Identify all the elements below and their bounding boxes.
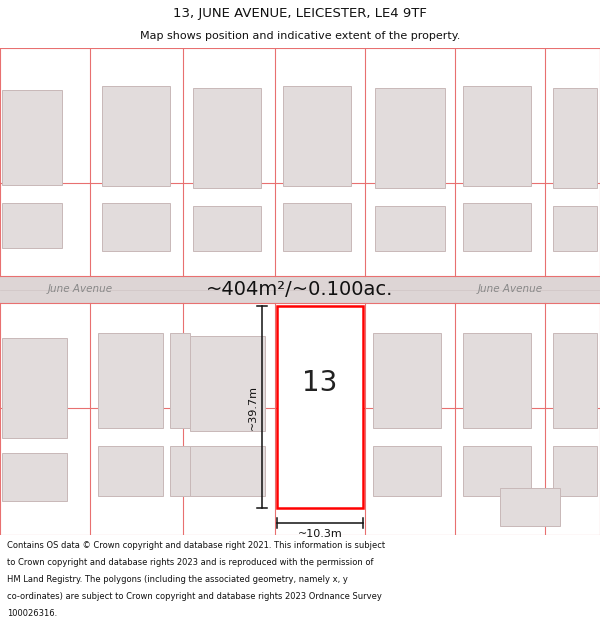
Text: Map shows position and indicative extent of the property.: Map shows position and indicative extent… [140, 31, 460, 41]
Text: to Crown copyright and database rights 2023 and is reproduced with the permissio: to Crown copyright and database rights 2… [7, 558, 374, 568]
Bar [277, 306, 363, 508]
Bar [193, 88, 261, 188]
Bar [463, 203, 531, 251]
Bar [375, 88, 445, 188]
Text: ~39.7m: ~39.7m [248, 384, 258, 429]
Bar [373, 446, 441, 496]
Bar [500, 488, 560, 526]
Text: 13: 13 [302, 369, 338, 397]
Bar [98, 333, 163, 428]
Text: Contains OS data © Crown copyright and database right 2021. This information is : Contains OS data © Crown copyright and d… [7, 541, 385, 550]
Text: 13, JUNE AVENUE, LEICESTER, LE4 9TF: 13, JUNE AVENUE, LEICESTER, LE4 9TF [173, 7, 427, 20]
Bar [98, 446, 163, 496]
Text: HM Land Registry. The polygons (including the associated geometry, namely x, y: HM Land Registry. The polygons (includin… [7, 575, 348, 584]
Bar [190, 446, 265, 496]
Bar [2, 453, 67, 501]
Bar [2, 90, 62, 185]
Bar [102, 86, 170, 186]
Bar [0, 276, 600, 303]
Bar [193, 206, 261, 251]
Bar [463, 86, 531, 186]
Bar [553, 88, 597, 188]
Bar [463, 446, 531, 496]
Bar [102, 203, 170, 251]
Bar [553, 446, 597, 496]
Bar [463, 333, 531, 428]
Bar [375, 206, 445, 251]
Bar [170, 446, 190, 496]
Text: ~10.3m: ~10.3m [298, 529, 343, 539]
Text: co-ordinates) are subject to Crown copyright and database rights 2023 Ordnance S: co-ordinates) are subject to Crown copyr… [7, 592, 382, 601]
Text: June Avenue: June Avenue [47, 284, 113, 294]
Bar [170, 333, 190, 428]
Text: ~404m²/~0.100ac.: ~404m²/~0.100ac. [206, 280, 394, 299]
Bar [2, 203, 62, 248]
Bar [190, 336, 265, 431]
Bar [553, 333, 597, 428]
Bar [2, 338, 67, 438]
Bar [553, 206, 597, 251]
Bar [283, 203, 351, 251]
Bar [373, 333, 441, 428]
Text: June Avenue: June Avenue [478, 284, 542, 294]
Text: 100026316.: 100026316. [7, 609, 58, 618]
Bar [283, 86, 351, 186]
